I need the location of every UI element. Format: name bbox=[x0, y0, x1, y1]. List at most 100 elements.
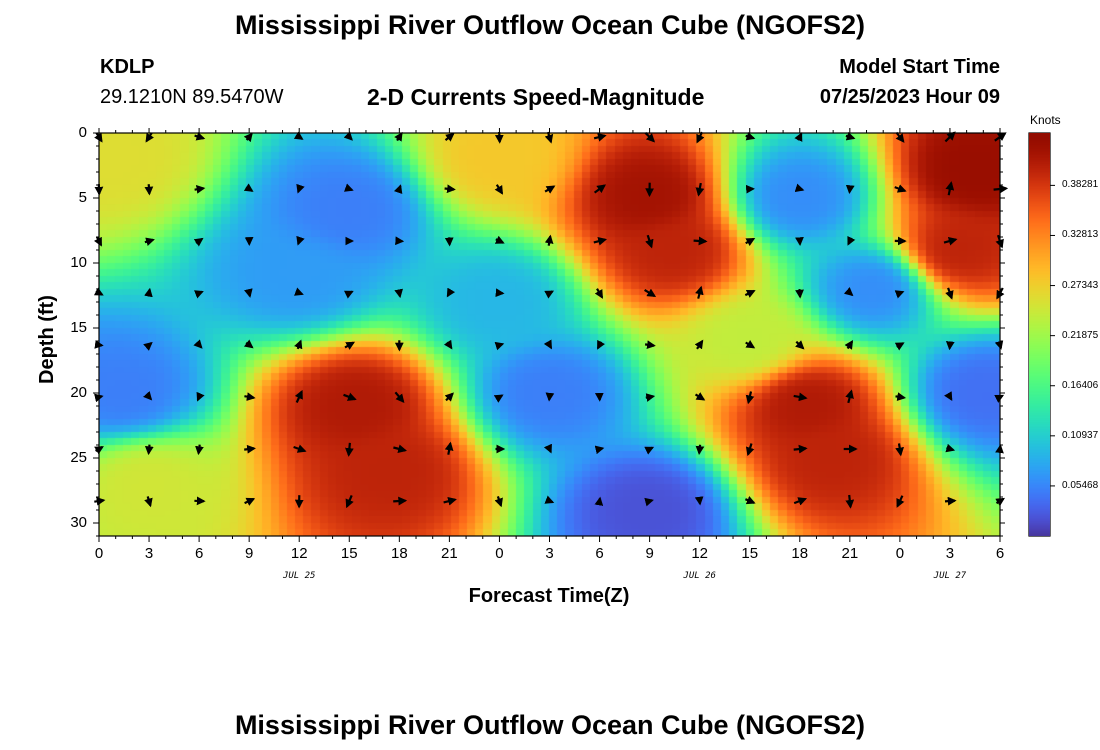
colorbar-tick-label: 0.21875 bbox=[1062, 329, 1099, 341]
current-arrow bbox=[294, 339, 303, 350]
speed-heatmap bbox=[99, 133, 1000, 536]
current-arrow bbox=[644, 340, 656, 350]
x-tick-label: 3 bbox=[545, 545, 554, 562]
current-arrow bbox=[544, 131, 554, 144]
current-arrow bbox=[845, 131, 856, 141]
current-arrow bbox=[844, 340, 854, 350]
current-arrow bbox=[193, 339, 203, 349]
colorbar-tick-label: 0.32813 bbox=[1062, 229, 1099, 241]
current-arrow bbox=[144, 184, 154, 196]
current-arrow bbox=[343, 131, 353, 141]
current-arrow bbox=[343, 392, 357, 401]
current-arrow bbox=[944, 496, 957, 506]
current-arrow bbox=[345, 494, 354, 509]
current-arrow bbox=[544, 185, 556, 194]
current-arrow bbox=[645, 393, 656, 402]
y-tick-label: 20 bbox=[70, 384, 87, 401]
current-arrow bbox=[194, 185, 206, 194]
current-arrow bbox=[194, 290, 204, 299]
current-arrow bbox=[343, 183, 354, 192]
current-arrow bbox=[594, 288, 604, 299]
current-arrow bbox=[694, 339, 704, 350]
current-arrow bbox=[344, 341, 356, 350]
current-arrow bbox=[895, 392, 907, 401]
colorbar-label: Knots bbox=[1030, 113, 1061, 127]
chart-subtitle: 2-D Currents Speed-Magnitude bbox=[367, 84, 705, 110]
current-arrow bbox=[544, 495, 555, 504]
current-arrow bbox=[793, 444, 808, 454]
x-tick-label: 3 bbox=[144, 545, 154, 562]
current-arrow bbox=[343, 290, 354, 299]
current-arrow bbox=[294, 389, 303, 403]
colorbar-tick-label: 0.38281 bbox=[1062, 179, 1099, 191]
current-arrow bbox=[894, 342, 905, 351]
current-arrow bbox=[795, 289, 804, 299]
current-arrow bbox=[244, 392, 256, 401]
y-tick-label: 15 bbox=[70, 319, 87, 336]
current-arrow bbox=[196, 391, 205, 402]
current-arrow bbox=[945, 341, 955, 351]
current-arrow bbox=[444, 441, 454, 455]
x-tick-label: 12 bbox=[290, 545, 308, 562]
y-tick-label: 30 bbox=[70, 514, 87, 531]
current-arrow bbox=[495, 288, 505, 298]
current-arrow bbox=[545, 392, 555, 402]
colorbar-tick-label: 0.27343 bbox=[1062, 279, 1099, 291]
current-arrow bbox=[594, 445, 605, 455]
model-start-label: Model Start Time bbox=[839, 56, 1000, 78]
x-tick-label: 3 bbox=[945, 545, 955, 562]
current-arrow bbox=[543, 339, 553, 350]
current-arrow bbox=[145, 132, 154, 143]
current-arrow bbox=[144, 444, 154, 456]
current-arrow bbox=[195, 444, 204, 456]
colorbar-tick-label: 0.16406 bbox=[1062, 379, 1099, 391]
current-arrow bbox=[793, 497, 808, 506]
current-arrow bbox=[394, 131, 403, 142]
current-arrow bbox=[345, 442, 354, 457]
current-arrow bbox=[694, 496, 704, 506]
current-arrow bbox=[644, 497, 654, 507]
current-arrow bbox=[144, 496, 153, 508]
current-arrow bbox=[544, 290, 555, 299]
current-arrow bbox=[794, 132, 803, 142]
x-tick-label: 9 bbox=[244, 545, 254, 562]
station-coords: 29.1210N 89.5470W bbox=[100, 86, 284, 108]
current-arrow bbox=[745, 340, 756, 349]
current-arrow bbox=[293, 444, 307, 453]
current-arrow bbox=[845, 184, 855, 195]
current-arrow bbox=[493, 394, 504, 403]
current-arrow bbox=[696, 131, 705, 144]
current-arrow bbox=[243, 339, 254, 349]
current-arrow bbox=[143, 391, 153, 401]
current-arrow bbox=[694, 392, 706, 401]
x-tick-label: 0 bbox=[895, 545, 905, 562]
current-arrow bbox=[443, 339, 453, 350]
current-arrow bbox=[443, 496, 457, 506]
day-label: JUL 27 bbox=[933, 571, 967, 581]
chart-title-repeat: Mississippi River Outflow Ocean Cube (NG… bbox=[234, 710, 866, 740]
station-id: KDLP bbox=[100, 56, 155, 78]
y-tick-label: 5 bbox=[78, 189, 87, 206]
current-arrow bbox=[293, 131, 304, 140]
current-arrow bbox=[644, 288, 657, 298]
y-tick-label: 25 bbox=[70, 449, 87, 466]
current-arrow bbox=[494, 341, 505, 351]
current-arrow bbox=[945, 287, 954, 300]
current-arrow bbox=[695, 444, 705, 455]
current-arrow bbox=[945, 443, 956, 453]
y-tick-label: 10 bbox=[70, 254, 87, 271]
y-tick-label: 0 bbox=[78, 124, 87, 141]
current-arrow bbox=[895, 131, 905, 143]
current-arrow bbox=[494, 184, 504, 195]
current-arrow bbox=[393, 496, 408, 506]
current-arrow bbox=[745, 391, 755, 405]
current-arrow bbox=[593, 236, 608, 246]
x-tick-label: 15 bbox=[741, 545, 759, 562]
current-arrow bbox=[144, 237, 155, 246]
x-tick-label: 21 bbox=[441, 545, 458, 562]
current-arrow bbox=[744, 289, 756, 298]
current-arrow bbox=[745, 443, 755, 457]
current-arrow bbox=[745, 131, 756, 141]
x-tick-label: 6 bbox=[995, 545, 1005, 562]
current-arrow bbox=[244, 444, 256, 454]
